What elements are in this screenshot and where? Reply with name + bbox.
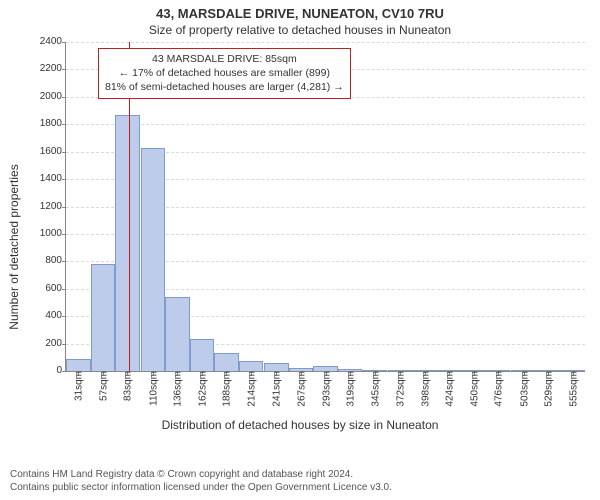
chart-wrap: Number of detached properties 0200400600… — [0, 42, 600, 437]
x-tick-label: 398sqm — [418, 371, 431, 407]
gridline — [66, 124, 585, 125]
histogram-bar — [165, 297, 190, 371]
y-tick-label: 800 — [45, 256, 66, 266]
x-tick-label: 31sqm — [72, 371, 85, 401]
x-tick-label: 450sqm — [467, 371, 480, 407]
y-tick-label: 1600 — [40, 147, 66, 157]
y-tick-label: 1000 — [40, 229, 66, 239]
page-title: 43, MARSDALE DRIVE, NUNEATON, CV10 7RU — [0, 0, 600, 21]
y-tick-label: 400 — [45, 311, 66, 321]
x-tick-label: 319sqm — [344, 371, 357, 407]
x-tick-label: 136sqm — [171, 371, 184, 407]
histogram-bar — [214, 353, 239, 371]
x-axis-label: Distribution of detached houses by size … — [0, 418, 600, 432]
x-tick-label: 110sqm — [146, 371, 159, 406]
footer-credit: Contains HM Land Registry data © Crown c… — [10, 468, 590, 494]
x-tick-label: 267sqm — [294, 371, 307, 407]
footer-line-1: Contains HM Land Registry data © Crown c… — [10, 468, 590, 481]
x-tick-label: 529sqm — [542, 371, 555, 407]
y-tick-label: 600 — [45, 284, 66, 294]
gridline — [66, 42, 585, 43]
y-tick-label: 2200 — [40, 64, 66, 74]
x-tick-label: 372sqm — [394, 371, 407, 407]
x-tick-label: 476sqm — [492, 371, 505, 407]
y-tick-label: 1800 — [40, 119, 66, 129]
x-tick-label: 241sqm — [270, 371, 283, 407]
plot-area: 0200400600800100012001400160018002000220… — [65, 42, 585, 372]
annotation-line-2: ← 17% of detached houses are smaller (89… — [105, 66, 344, 80]
x-tick-label: 293sqm — [319, 371, 332, 407]
y-tick-label: 2400 — [40, 37, 66, 47]
histogram-bar — [239, 361, 264, 371]
x-tick-label: 345sqm — [368, 371, 381, 407]
y-tick-label: 1400 — [40, 174, 66, 184]
annotation-line-1: 43 MARSDALE DRIVE: 85sqm — [105, 52, 344, 66]
page-subtitle: Size of property relative to detached ho… — [0, 21, 600, 37]
chart-container: 43, MARSDALE DRIVE, NUNEATON, CV10 7RU S… — [0, 0, 600, 500]
x-tick-label: 214sqm — [244, 371, 257, 407]
histogram-bar — [66, 359, 91, 371]
annotation-line-3: 81% of semi-detached houses are larger (… — [105, 80, 344, 94]
histogram-bar — [141, 148, 166, 371]
y-axis-label: Number of detached properties — [7, 164, 21, 329]
annotation-box: 43 MARSDALE DRIVE: 85sqm← 17% of detache… — [98, 48, 351, 99]
footer-line-2: Contains public sector information licen… — [10, 481, 590, 494]
histogram-bar — [91, 264, 116, 371]
histogram-bar — [115, 115, 140, 371]
y-tick-label: 0 — [56, 366, 66, 376]
x-tick-label: 424sqm — [443, 371, 456, 407]
x-tick-label: 57sqm — [96, 371, 109, 401]
x-tick-label: 503sqm — [517, 371, 530, 407]
x-tick-label: 188sqm — [220, 371, 233, 407]
histogram-bar — [264, 363, 289, 371]
histogram-bar — [190, 339, 215, 371]
x-tick-label: 555sqm — [566, 371, 579, 407]
y-tick-label: 2000 — [40, 92, 66, 102]
y-tick-label: 200 — [45, 339, 66, 349]
x-tick-label: 162sqm — [195, 371, 208, 407]
x-tick-label: 83sqm — [121, 371, 134, 401]
y-tick-label: 1200 — [40, 202, 66, 212]
